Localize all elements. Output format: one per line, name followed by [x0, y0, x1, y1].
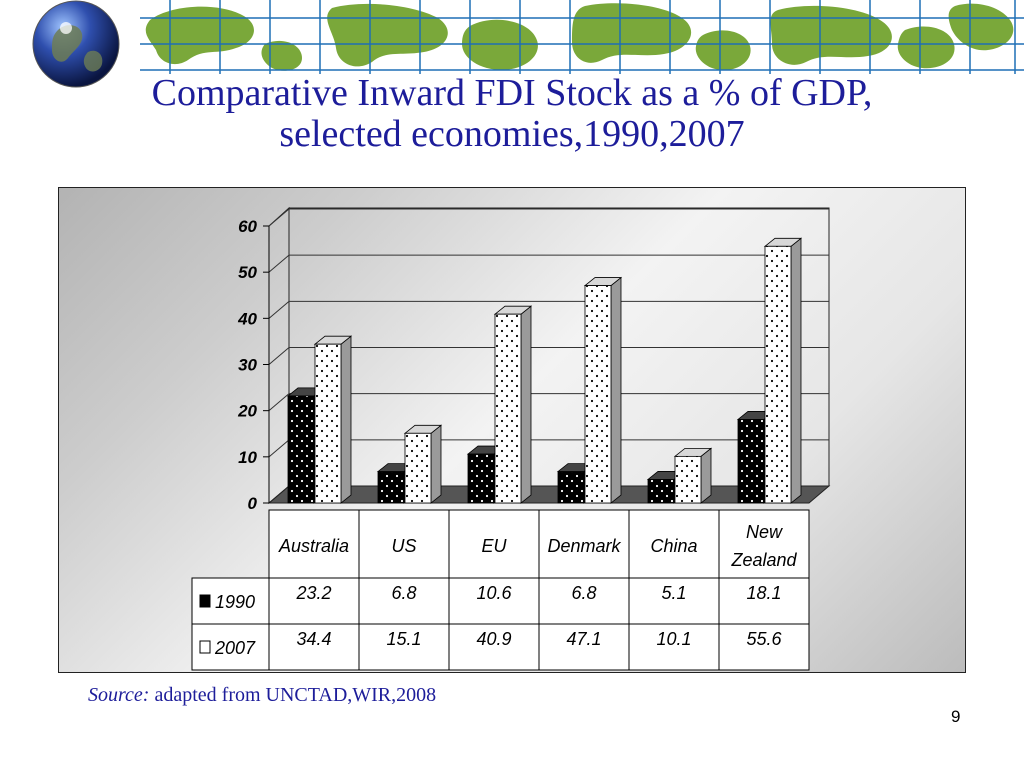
globe-icon — [32, 0, 120, 88]
bar-side — [520, 305, 532, 504]
table-value-cell: 10.1 — [656, 629, 691, 649]
y-tick-label: 0 — [248, 494, 258, 513]
gridline-side — [268, 393, 290, 412]
gridline-side — [268, 347, 290, 365]
table-value-cell: 23.2 — [295, 583, 331, 603]
table-value-cell: 6.8 — [391, 583, 416, 603]
table-category-label: Denmark — [547, 536, 621, 556]
source-note: Source: adapted from UNCTAD,WIR,2008 — [88, 684, 436, 707]
y-axis: 0 10 20 30 40 50 60 — [237, 217, 270, 513]
y-tick-label: 10 — [238, 448, 257, 467]
fdi-bar-chart: 0 10 20 30 40 50 60 Australia US EU Denmark China N… — [191, 206, 831, 671]
table-value-cell: 15.1 — [386, 629, 421, 649]
chart-panel: 0 10 20 30 40 50 60 Australia US EU Denmark China N… — [58, 187, 966, 673]
y-tick-label: 40 — [237, 309, 257, 328]
table-category-word: Zealand — [730, 550, 797, 570]
bar-2007-australia — [313, 335, 353, 504]
header-banner — [0, 0, 1024, 74]
bar-2007-china — [673, 447, 713, 504]
y-tick-label: 20 — [237, 402, 257, 421]
y-tick-label: 50 — [238, 263, 257, 282]
bar-front — [287, 395, 315, 504]
table-category-label: EU — [481, 536, 507, 556]
bar-side — [340, 335, 352, 504]
source-text: adapted from UNCTAD,WIR,2008 — [149, 684, 437, 706]
table-category-word: New — [746, 522, 783, 542]
page-number: 9 — [951, 707, 961, 726]
bar-front — [584, 285, 612, 504]
bar-front — [557, 471, 585, 504]
y-tick-label: 30 — [238, 356, 257, 375]
gridline-side — [268, 439, 290, 458]
bar-front — [494, 313, 522, 504]
table-category-label: China — [650, 536, 697, 556]
bar-front — [674, 455, 702, 504]
legend-key-2007 — [199, 640, 211, 654]
bar-2007-denmark — [583, 276, 623, 504]
table-value-cell: 34.4 — [296, 629, 331, 649]
table-value-cell: 18.1 — [746, 583, 781, 603]
bar-2007-new-zealand — [763, 237, 803, 504]
bar-2007-us — [403, 424, 443, 504]
title-line-2: selected economies,1990,2007 — [279, 113, 745, 155]
y-tick-label: 60 — [238, 217, 257, 236]
data-table: Australia US EU Denmark China New Zealand 1990 2… — [191, 509, 810, 671]
bar-front — [377, 471, 405, 504]
table-value-cell: 47.1 — [566, 629, 601, 649]
title-line-1: Comparative Inward FDI Stock as a % of G… — [151, 72, 873, 114]
table-category-label: US — [391, 536, 416, 556]
bar-front — [314, 343, 342, 504]
bar-front — [764, 245, 792, 504]
bar-side — [610, 276, 622, 504]
bar-2007-eu — [493, 305, 533, 504]
bar-front — [737, 419, 765, 504]
table-value-cell: 55.6 — [746, 629, 782, 649]
bar-front — [404, 432, 432, 504]
table-category-label: Australia — [278, 536, 349, 556]
legend-label-2007: 2007 — [214, 638, 256, 658]
table-value-cell: 6.8 — [571, 583, 596, 603]
gridline-side — [268, 208, 290, 227]
slide-title: Comparative Inward FDI Stock as a % of G… — [0, 73, 1024, 155]
legend-label-1990: 1990 — [215, 592, 255, 612]
bar-front — [467, 453, 495, 504]
table-category-label: New Zealand — [730, 522, 797, 570]
legend-key-1990 — [199, 594, 211, 608]
bar-front — [647, 479, 675, 504]
map-grid — [140, 0, 1024, 74]
table-value-cell: 40.9 — [476, 629, 511, 649]
gridline-side — [268, 254, 290, 273]
bars — [286, 237, 803, 504]
bar-side — [700, 447, 712, 504]
bar-side — [790, 237, 802, 504]
bar-side — [430, 424, 442, 504]
gridline-side — [268, 300, 290, 319]
table-value-cell: 10.6 — [476, 583, 512, 603]
source-prefix: Source: — [88, 684, 150, 706]
table-value-cell: 5.1 — [661, 583, 686, 603]
